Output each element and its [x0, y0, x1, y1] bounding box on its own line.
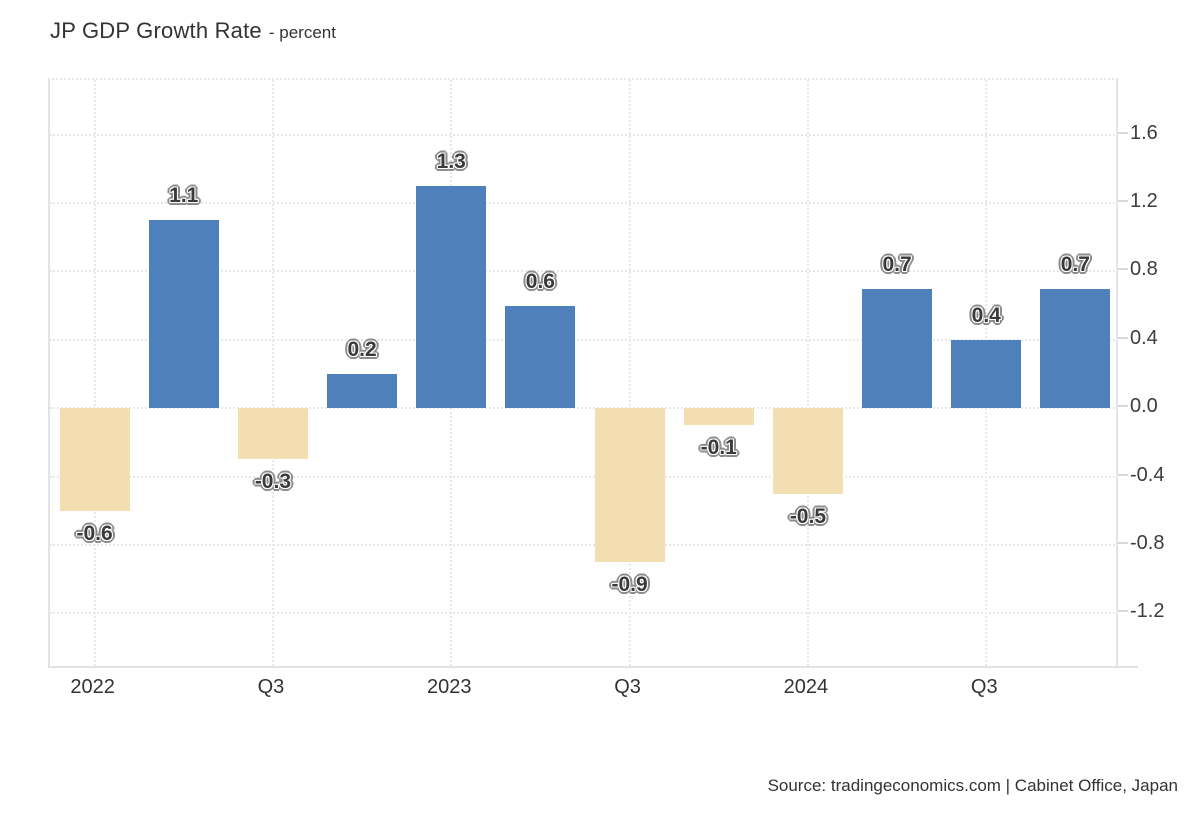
bar-12[interactable] — [1040, 288, 1111, 409]
page-subtitle: - percent — [268, 23, 336, 42]
plot-area: -0.6 1.1 -0.3 0.2 1.3 0.6 -0.9 -0.1 -0.5 0.7 0.4 0.… — [48, 78, 1118, 666]
bar-value-label: 0.7 — [1060, 252, 1090, 276]
bar-value-label: 0.6 — [525, 269, 555, 293]
bar-6[interactable] — [505, 305, 576, 409]
y-axis-label: 0.8 — [1130, 258, 1158, 281]
x-axis-label: Q3 — [970, 676, 998, 698]
y-axis: 1.6 1.2 0.8 0.4 0.0 -0.4 -0.8 -1.2 — [1118, 78, 1198, 666]
source-text: Source: tradingeconomics.com | Cabinet O… — [767, 776, 1178, 795]
y-axis-label: -0.4 — [1130, 463, 1165, 486]
y-axis-tick — [1118, 473, 1128, 476]
bar-value-label: 0.4 — [971, 303, 1001, 327]
gridline-horizontal — [50, 270, 1118, 273]
x-axis-label: 2022 — [70, 676, 115, 698]
bar-8[interactable] — [683, 408, 754, 426]
bar-value-label: -0.3 — [254, 470, 291, 494]
bar-3[interactable] — [237, 408, 308, 460]
y-axis-tick — [1118, 131, 1128, 134]
gridline-horizontal — [50, 202, 1118, 205]
y-axis-label: 1.2 — [1130, 190, 1158, 213]
x-axis-label: 2023 — [427, 676, 472, 698]
y-axis-tick — [1118, 610, 1128, 613]
chart-header: JP GDP Growth Rate - percent — [50, 18, 336, 44]
gridline-horizontal — [50, 133, 1118, 136]
y-axis-tick — [1118, 541, 1128, 544]
bar-11[interactable] — [951, 339, 1022, 409]
bar-4[interactable] — [327, 374, 398, 409]
bar-value-label: 0.2 — [347, 338, 377, 361]
bar-value-label: 0.7 — [882, 252, 912, 276]
x-axis-line — [48, 666, 1138, 668]
y-axis-tick — [1118, 200, 1128, 203]
y-axis-tick — [1118, 405, 1128, 408]
x-axis-label: Q3 — [614, 676, 641, 698]
gridline-horizontal — [50, 338, 1118, 341]
gridline-horizontal — [50, 543, 1118, 546]
bar-1[interactable] — [59, 408, 130, 511]
bar-value-label: -0.1 — [700, 436, 737, 460]
gridline-vertical — [93, 80, 96, 666]
bar-value-label: -0.5 — [789, 504, 826, 528]
bar-5[interactable] — [416, 185, 487, 409]
bar-value-label: 1.3 — [436, 149, 466, 173]
bar-value-label: 1.1 — [169, 184, 199, 208]
gridline-vertical — [271, 80, 274, 666]
gridline-horizontal — [50, 407, 1118, 410]
y-axis-label: -0.8 — [1130, 531, 1165, 554]
y-axis-tick — [1118, 268, 1128, 271]
y-axis-label: 0.4 — [1130, 326, 1158, 349]
gridline-vertical — [806, 80, 809, 666]
page-title: JP GDP Growth Rate — [50, 18, 262, 43]
bar-7[interactable] — [594, 408, 665, 562]
y-axis-label: 1.6 — [1130, 121, 1158, 144]
y-axis-tick — [1118, 336, 1128, 339]
y-axis-label: -1.2 — [1130, 600, 1165, 623]
gridline-horizontal — [50, 475, 1118, 478]
bar-value-label: -0.9 — [611, 573, 648, 597]
x-axis: 2022 Q3 2023 Q3 2024 Q3 — [48, 674, 1118, 706]
bar-value-label: -0.6 — [76, 521, 113, 545]
gridline-vertical — [628, 80, 631, 666]
bar-10[interactable] — [862, 288, 933, 409]
x-axis-label: Q3 — [257, 676, 285, 698]
bar-9[interactable] — [772, 408, 843, 494]
y-axis-label: 0.0 — [1130, 395, 1158, 418]
x-axis-label: 2024 — [783, 676, 829, 698]
gridline-horizontal — [50, 612, 1118, 615]
bar-2[interactable] — [148, 220, 219, 409]
